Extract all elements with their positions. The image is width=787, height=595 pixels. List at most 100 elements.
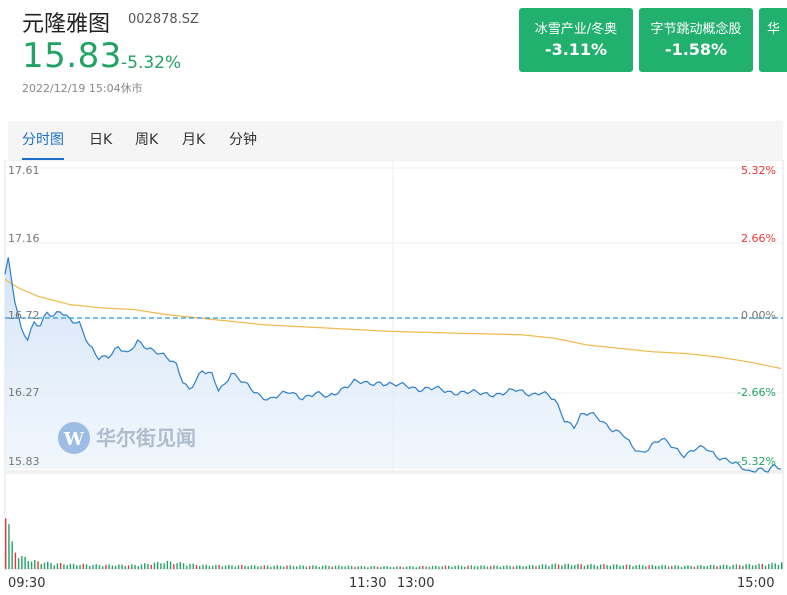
- volume-bar: [638, 564, 641, 569]
- volume-bar: [121, 564, 123, 569]
- concept-tag-name: 华: [767, 22, 781, 37]
- volume-bar: [153, 562, 156, 569]
- volume-bar: [305, 566, 308, 569]
- volume-bar: [428, 566, 430, 569]
- x-tick: 15:00: [737, 576, 774, 591]
- volume-bar: [551, 564, 553, 569]
- volume-bar: [363, 566, 366, 569]
- volume-bar: [328, 565, 330, 569]
- volume-bar: [399, 566, 401, 569]
- volume-bar: [14, 552, 17, 569]
- volume-bar: [774, 563, 776, 569]
- y-tick-left: 17.16: [8, 232, 40, 245]
- volume-bar: [509, 565, 511, 569]
- volume-bar: [477, 566, 479, 569]
- volume-bar: [603, 564, 605, 569]
- volume-bar: [66, 565, 68, 569]
- volume-bar: [700, 565, 702, 569]
- volume-bar: [383, 566, 385, 569]
- volume-bar: [402, 567, 405, 569]
- volume-bar: [292, 566, 295, 569]
- volume-bar: [738, 565, 741, 569]
- volume-bar: [247, 566, 249, 569]
- tab-weekly-k[interactable]: 周K: [135, 132, 159, 148]
- volume-bar: [69, 563, 72, 569]
- volume-bar: [318, 566, 321, 569]
- tab-monthly-k[interactable]: 月K: [182, 132, 206, 148]
- volume-bar: [169, 561, 172, 569]
- volume-bar: [538, 565, 540, 569]
- volume-bar: [279, 565, 282, 569]
- tab-minute[interactable]: 分钟: [229, 132, 257, 148]
- volume-bar: [515, 565, 518, 569]
- volume-bar: [389, 566, 392, 569]
- volume-bar: [40, 564, 42, 569]
- volume-bar: [111, 565, 114, 569]
- volume-bar: [147, 563, 149, 569]
- x-tick: 09:30: [8, 576, 45, 591]
- concept-tag-ice-snow[interactable]: 冰雪产业/冬奥 -3.11%: [519, 8, 633, 72]
- volume-bar: [17, 558, 20, 569]
- volume-bar: [525, 566, 527, 569]
- volume-bar: [616, 564, 618, 569]
- y-tick-right: 5.32%: [741, 164, 776, 177]
- volume-bar: [732, 564, 734, 569]
- volume-bar: [367, 567, 369, 569]
- volume-bar: [567, 563, 569, 569]
- volume-bar: [480, 565, 482, 569]
- volume-bar: [574, 565, 576, 569]
- volume-bar: [218, 564, 220, 569]
- volume-bar: [50, 563, 52, 569]
- volume-bar: [354, 566, 356, 569]
- volume-bar: [286, 565, 288, 569]
- volume-bar: [92, 564, 94, 569]
- volume-bar: [761, 563, 763, 569]
- volume-bar: [561, 565, 563, 569]
- volume-bar: [234, 566, 236, 569]
- volume-bar: [629, 564, 631, 569]
- volume-bar: [703, 566, 705, 569]
- volume-bar: [118, 564, 120, 569]
- volume-bar: [580, 564, 582, 569]
- volume-bar: [454, 565, 456, 569]
- volume-bar: [237, 565, 240, 569]
- volume-bar: [21, 555, 23, 569]
- volume-bar: [59, 562, 62, 569]
- volume-bar: [325, 565, 327, 569]
- volume-bar: [412, 566, 414, 569]
- volume-bar: [444, 565, 447, 569]
- volume-bar: [8, 524, 10, 569]
- volume-bar: [331, 566, 333, 569]
- volume-bar: [612, 564, 615, 569]
- volume-bar: [5, 518, 7, 569]
- volume-bar: [409, 566, 411, 569]
- volume-bar: [215, 564, 217, 569]
- volume-bar: [276, 565, 278, 569]
- concept-tag-bytedance[interactable]: 字节跳动概念股 -1.58%: [639, 8, 753, 72]
- tab-daily-k[interactable]: 日K: [89, 132, 113, 148]
- volume-bar: [202, 564, 204, 569]
- volume-bar: [224, 565, 227, 569]
- volume-bar: [231, 565, 233, 569]
- volume-bar: [599, 564, 602, 569]
- volume-bar: [98, 565, 101, 569]
- tab-intraday[interactable]: 分时图: [22, 121, 64, 160]
- volume-bar: [102, 566, 104, 569]
- volume-bar: [654, 565, 657, 569]
- volume-bar: [105, 564, 107, 569]
- volume-bar: [706, 566, 709, 569]
- volume-bar: [85, 564, 88, 569]
- volume-bar: [425, 566, 427, 569]
- concept-tag-partial[interactable]: 华: [759, 8, 787, 72]
- volume-bar: [299, 565, 301, 569]
- volume-bar: [182, 563, 185, 569]
- volume-bar: [684, 565, 686, 569]
- volume-bar: [519, 565, 521, 569]
- volume-bar: [606, 565, 608, 569]
- volume-bar: [380, 567, 382, 569]
- volume-bar: [95, 564, 97, 569]
- volume-bar: [127, 565, 130, 569]
- volume-bar: [496, 565, 498, 569]
- volume-bar: [502, 565, 505, 569]
- volume-bar: [263, 565, 266, 569]
